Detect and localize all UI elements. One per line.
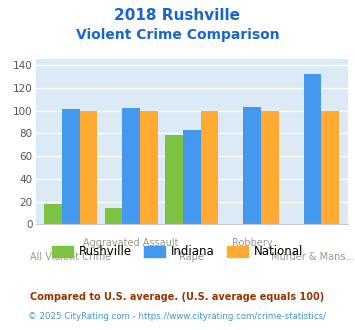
- Text: Murder & Mans...: Murder & Mans...: [271, 252, 354, 262]
- Bar: [261, 111, 279, 224]
- Bar: [62, 110, 80, 224]
- Text: All Violent Crime: All Violent Crime: [30, 252, 111, 262]
- Bar: [140, 111, 158, 224]
- Bar: [183, 130, 201, 224]
- Text: Robbery: Robbery: [232, 238, 273, 248]
- Text: © 2025 CityRating.com - https://www.cityrating.com/crime-statistics/: © 2025 CityRating.com - https://www.city…: [28, 312, 327, 321]
- Bar: [80, 111, 97, 224]
- Text: Violent Crime Comparison: Violent Crime Comparison: [76, 28, 279, 42]
- Bar: [304, 74, 321, 224]
- Bar: [165, 135, 183, 224]
- Bar: [201, 111, 218, 224]
- Text: 2018 Rushville: 2018 Rushville: [115, 8, 240, 23]
- Bar: [321, 111, 339, 224]
- Bar: [44, 204, 62, 224]
- Bar: [122, 108, 140, 224]
- Legend: Rushville, Indiana, National: Rushville, Indiana, National: [47, 241, 308, 263]
- Text: Compared to U.S. average. (U.S. average equals 100): Compared to U.S. average. (U.S. average …: [31, 292, 324, 302]
- Bar: [243, 107, 261, 224]
- Text: Rape: Rape: [179, 252, 204, 262]
- Bar: [105, 209, 122, 224]
- Text: Aggravated Assault: Aggravated Assault: [83, 238, 179, 248]
